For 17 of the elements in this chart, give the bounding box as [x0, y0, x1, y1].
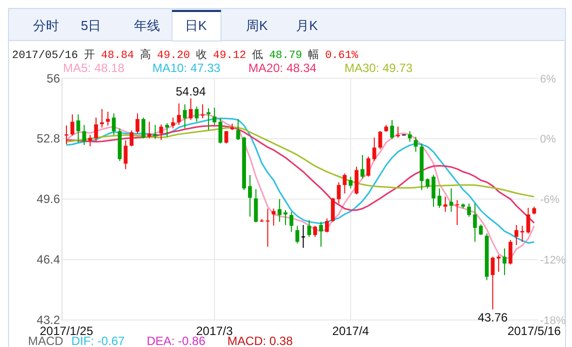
y-tick-label: 43.2 [36, 313, 60, 327]
annotation: 54.94 [176, 84, 206, 98]
text: 2017/05/16 开 48.84 高 49.20 收 49.12 低 48.79 幅 0.61% [12, 50, 358, 62]
y-tick-label: 56 [46, 71, 60, 86]
y-tick-label: 52.8 [36, 132, 60, 146]
y2-tick-label: 0% [540, 134, 556, 146]
legend: MA5: 48.18 MA10: 47.33 MA20: 48.34 MA30: 49.73 [63, 61, 413, 75]
y-tick-label: 46.4 [36, 252, 60, 267]
y2-tick-label: 6% [540, 73, 556, 86]
y2-tick-label: -6% [540, 194, 560, 206]
tabs: 分时 5日 年线 日K 周K 月K [33, 10, 318, 42]
x-tick-label: 2017/4 [332, 324, 370, 338]
annotation: 43.76 [478, 310, 508, 324]
x-tick-label: 2017/5/16 [507, 324, 562, 338]
y2-tick-label: -18% [540, 315, 566, 327]
y-tick-label: 49.6 [36, 192, 60, 206]
y2-tick-label: -12% [540, 254, 566, 267]
